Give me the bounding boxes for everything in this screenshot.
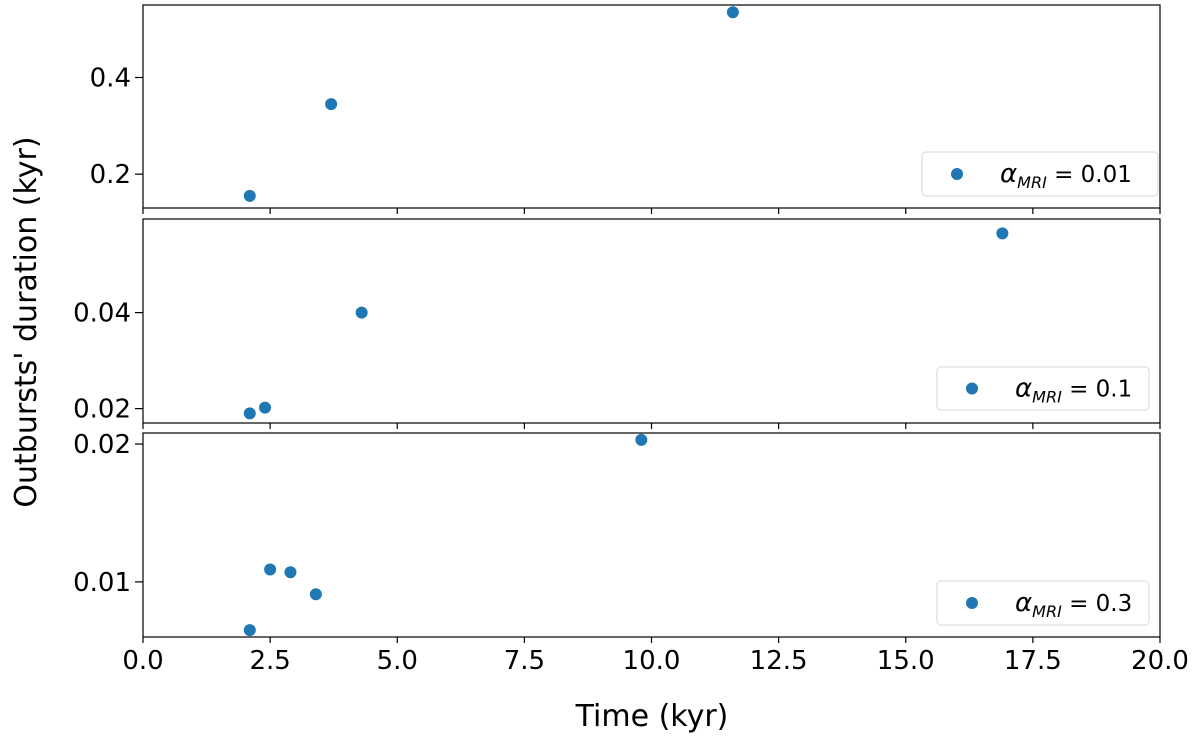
data-point [243,407,256,420]
legend-label: αMRI = 0.01 [1000,159,1132,192]
y-tick-label: 0.2 [90,160,131,190]
data-point [355,306,368,319]
data-point [325,98,338,111]
y-axis-label: Outbursts' duration (kyr) [9,136,44,507]
legend-alpha: α [1015,374,1032,404]
legend-value: = 0.3 [1062,591,1132,617]
x-tick-label: 2.5 [249,646,290,676]
legend-box [921,151,1159,197]
legend-alpha: α [1015,588,1032,618]
legend-label: αMRI = 0.1 [1015,374,1132,407]
y-tick-label: 0.04 [73,299,131,329]
plot-frame [142,4,1161,209]
legend-subscript: MRI [1032,602,1062,621]
legend-box [936,580,1150,626]
legend-marker [951,168,963,180]
x-tick-label: 12.5 [750,646,808,676]
data-point [996,227,1009,240]
legend-alpha: α [1000,159,1017,189]
legend: αMRI = 0.3 [936,580,1150,626]
data-point [309,588,322,601]
x-tick-label: 7.5 [504,646,545,676]
legend-value: = 0.01 [1047,162,1132,188]
y-tick-label: 0.4 [90,64,131,94]
x-tick-label: 15.0 [877,646,935,676]
x-tick-label: 17.5 [1004,646,1062,676]
legend-box [936,366,1150,411]
legend-subscript: MRI [1017,173,1047,192]
y-tick-label: 0.01 [73,568,131,598]
legend-marker [966,597,978,609]
plot-frame [142,218,1161,424]
x-tick-label: 0.0 [122,646,163,676]
panel-1: 0.2 0.4 αMRI = 0.01 [90,4,1161,214]
x-axis-label: Time (kyr) [575,699,729,734]
data-point [284,566,297,579]
data-point [243,189,256,202]
plot-frame [142,432,1161,638]
panel-2: 0.02 0.04 αMRI = 0.1 [73,218,1161,429]
legend-subscript: MRI [1032,388,1062,407]
data-point [264,563,277,576]
data-point [259,401,272,414]
legend: αMRI = 0.1 [936,366,1150,411]
y-tick-label: 0.02 [73,430,131,460]
x-tick-label: 5.0 [377,646,418,676]
panel-3: 0.01 0.02 0.0 2.5 5.0 7.5 10.0 12.5 15.0 17.5 20.0… [73,430,1189,676]
legend-value: = 0.1 [1062,377,1132,403]
legend: αMRI = 0.01 [921,151,1159,197]
x-tick-label: 20.0 [1131,646,1189,676]
x-tick-label: 10.0 [623,646,681,676]
data-point [243,624,256,637]
legend-marker [966,382,978,395]
data-point [726,6,739,19]
data-point [635,433,648,446]
y-tick-label: 0.02 [73,395,131,425]
legend-label: αMRI = 0.3 [1015,588,1132,621]
